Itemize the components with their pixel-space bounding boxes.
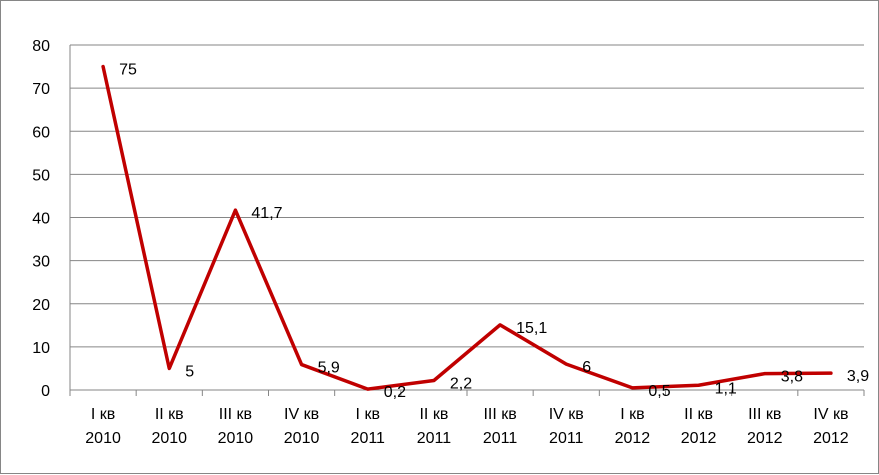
x-tick-label: I кв 2011 [351,406,386,447]
x-tick-label-year: 2012 [747,430,783,447]
x-tick-label: III кв 2011 [483,406,518,447]
x-tick-label-quarter: II кв [684,406,713,423]
x-tick-label-quarter: IV кв [813,406,848,423]
x-tick-label: IV кв 2010 [284,406,320,447]
x-tick-label: IV кв 2011 [549,406,584,447]
x-tick-label: IV кв 2012 [813,406,849,447]
y-tick-label: 10 [32,340,50,357]
data-label: 2,2 [450,376,472,393]
y-axis: 0 10 20 30 40 50 60 70 80 [32,38,71,400]
data-label: 5,9 [318,360,340,377]
x-tick-label-quarter: I кв [620,406,644,423]
x-tick-label: II кв 2011 [417,406,452,447]
y-tick-label: 0 [41,383,50,400]
series-polyline [101,64,833,391]
x-tick-label-year: 2012 [615,430,651,447]
data-label: 15,1 [516,320,547,337]
x-tick-label-quarter: II кв [155,406,184,423]
series-line [101,64,833,391]
data-label: 41,7 [251,205,282,222]
data-label: 5 [185,363,194,380]
x-tick-label: I кв 2012 [615,406,651,447]
x-tick-label-year: 2011 [417,430,452,447]
x-tick-label-year: 2010 [284,430,320,447]
data-label: 3,8 [781,369,803,386]
x-tick-label-quarter: III кв [483,406,516,423]
x-tick-label: III кв 2010 [218,406,254,447]
x-tick-label-year: 2011 [549,430,584,447]
x-tick-label-quarter: III кв [748,406,781,423]
data-label: 0,5 [648,383,670,400]
x-tick-label-year: 2012 [813,430,849,447]
x-tick-label-quarter: IV кв [549,406,584,423]
x-tick-label-year: 2010 [218,430,254,447]
data-label: 1,1 [715,380,737,397]
data-label: 3,9 [847,368,869,385]
y-tick-label: 20 [32,297,50,314]
data-label: 6 [582,359,591,376]
x-tick-label: II кв 2010 [151,406,187,447]
x-tick-label-year: 2012 [681,430,717,447]
y-tick-label: 40 [32,211,50,228]
y-tick-label: 30 [32,254,50,271]
y-tick-label: 60 [32,124,50,141]
data-labels: 75 5 41,7 5,9 0,2 2,2 15,1 6 0,5 1,1 3,8 3,9 [119,62,869,402]
x-tick-label-year: 2011 [351,430,386,447]
y-tick-label: 50 [32,167,50,184]
x-tick-label: III кв 2012 [747,406,783,447]
x-tick-label-quarter: II кв [419,406,448,423]
gridlines [70,44,864,348]
x-tick-label-quarter: III кв [219,406,252,423]
y-tick-label: 80 [32,38,50,55]
data-label: 75 [119,62,137,79]
x-tick-label: II кв 2012 [681,406,717,447]
x-tick-label-quarter: IV кв [284,406,319,423]
x-tick-label-quarter: I кв [91,406,115,423]
x-tick-label-year: 2010 [151,430,187,447]
x-tick-label-year: 2011 [483,430,518,447]
x-tick-label-quarter: I кв [356,406,380,423]
x-tick-label: I кв 2010 [85,406,121,447]
y-tick-label: 70 [32,81,50,98]
data-label: 0,2 [384,384,406,401]
x-tick-label-year: 2010 [85,430,121,447]
